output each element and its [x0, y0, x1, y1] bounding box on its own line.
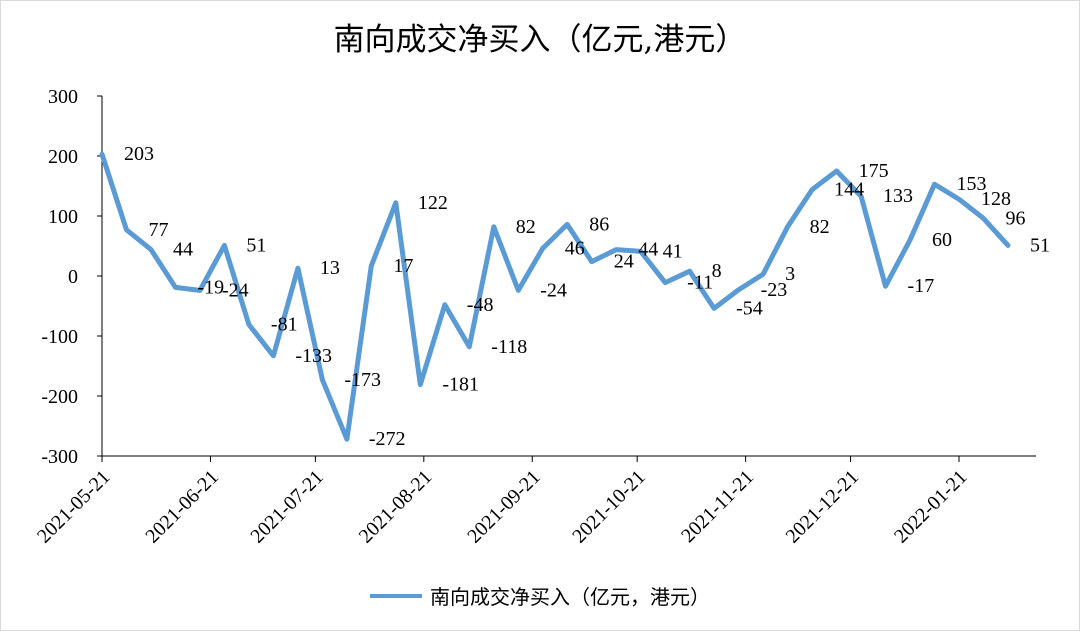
data-labels: 2037744-19-2451-81-13313-173-27217122-18… — [124, 143, 1050, 450]
x-axis-ticks: 2021-05-21 2021-06-21 2021-07-21 2021-08-21… — [33, 456, 972, 548]
series-line — [99, 151, 1011, 442]
data-label: 60 — [932, 229, 952, 251]
data-label: 175 — [859, 160, 889, 182]
x-tick-label: 2022-01-21 — [890, 466, 972, 548]
data-label: 86 — [589, 213, 609, 235]
data-label: 144 — [834, 179, 864, 201]
data-label: 46 — [565, 237, 585, 259]
x-tick-label: 2021-08-21 — [355, 466, 437, 548]
data-label: -81 — [271, 314, 298, 336]
legend: 南向成交净买入（亿元，港元） — [0, 581, 1080, 610]
y-tick-label: 100 — [48, 206, 78, 228]
data-label: 82 — [516, 216, 536, 238]
y-tick-label: 200 — [48, 146, 78, 168]
legend-swatch — [370, 593, 422, 598]
y-tick-label: -200 — [41, 386, 78, 408]
data-label: 44 — [173, 239, 193, 261]
data-label: -23 — [761, 279, 788, 301]
x-tick-label: 2021-07-21 — [246, 466, 328, 548]
data-label: 51 — [246, 234, 266, 256]
data-label: -272 — [369, 428, 406, 450]
data-label: 203 — [124, 143, 154, 165]
data-label: -133 — [295, 345, 332, 367]
data-label: 133 — [883, 185, 913, 207]
data-label: -19 — [197, 276, 224, 298]
y-axis-ticks: 300 200 100 0 -100 -200 -300 — [41, 86, 102, 468]
data-label: 8 — [712, 260, 722, 282]
data-label: 122 — [418, 192, 448, 214]
x-tick-label: 2021-05-21 — [33, 466, 115, 548]
y-tick-label: 0 — [68, 266, 78, 288]
x-tick-label: 2021-06-21 — [141, 466, 223, 548]
data-label: -181 — [442, 374, 479, 396]
data-label: -17 — [908, 275, 935, 297]
data-label: -11 — [687, 272, 713, 294]
data-label: -54 — [736, 297, 763, 319]
x-tick-label: 2021-09-21 — [463, 466, 545, 548]
data-label: -173 — [344, 369, 381, 391]
data-label: 51 — [1030, 234, 1050, 256]
y-tick-label: 300 — [48, 86, 78, 108]
legend-label: 南向成交净买入（亿元，港元） — [430, 585, 710, 609]
data-label: 44 — [638, 239, 658, 261]
data-label: 17 — [393, 255, 413, 277]
data-label: 128 — [981, 188, 1011, 210]
data-label: 153 — [957, 173, 987, 195]
x-tick-label: 2021-11-21 — [677, 466, 758, 547]
data-label: 77 — [148, 219, 168, 241]
data-label: 24 — [614, 251, 634, 273]
data-label: -118 — [491, 336, 527, 358]
data-label: 3 — [785, 263, 795, 285]
data-label: 41 — [663, 240, 683, 262]
x-tick-label: 2021-10-21 — [568, 466, 650, 548]
y-tick-label: -300 — [41, 446, 78, 468]
axes — [101, 96, 1036, 457]
data-label: 82 — [810, 216, 830, 238]
data-label: -24 — [540, 279, 567, 301]
x-tick-label: 2021-12-21 — [782, 466, 864, 548]
data-label: -48 — [467, 294, 494, 316]
data-label: 13 — [320, 257, 340, 279]
y-tick-label: -100 — [41, 326, 78, 348]
data-label: -24 — [222, 279, 249, 301]
data-label: 96 — [1005, 207, 1025, 229]
chart-title: 南向成交净买入（亿元,港元） — [333, 22, 747, 58]
